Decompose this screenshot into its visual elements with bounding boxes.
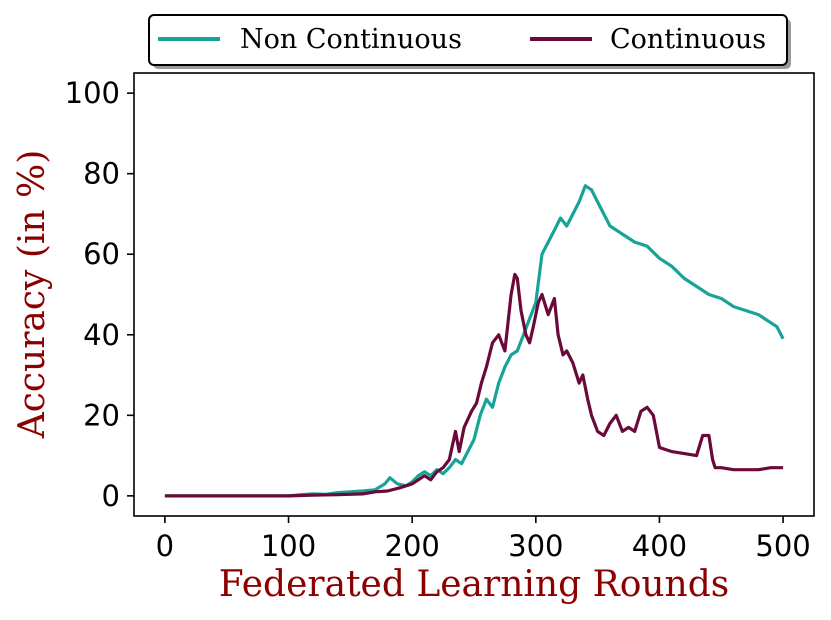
legend-label-non-continuous: Non Continuous	[240, 24, 462, 55]
x-tick-label: 400	[632, 529, 687, 563]
x-tick-label: 200	[385, 529, 440, 563]
x-tick-label: 500	[755, 529, 810, 563]
series-line-non-continuous	[164, 184, 785, 498]
y-tick-label: 0	[102, 479, 120, 513]
y-tick-label: 100	[65, 76, 120, 110]
y-tick-label: 80	[83, 157, 120, 191]
legend: Non Continuous Continuous	[148, 14, 791, 69]
series-line-continuous	[164, 272, 784, 498]
legend-label-continuous: Continuous	[610, 24, 766, 55]
legend-box	[148, 14, 788, 66]
y-axis-ticks: 0 20 40 60 80 100	[65, 76, 134, 513]
y-tick-label: 20	[83, 398, 120, 432]
x-tick-label: 100	[261, 529, 316, 563]
x-axis-label: Federated Learning Rounds	[219, 564, 730, 605]
x-tick-label: 300	[508, 529, 563, 563]
plot-area-frame	[133, 72, 815, 517]
x-axis-ticks: 0 100 200 300 400 500	[156, 516, 811, 563]
y-axis-label: Accuracy (in %)	[12, 150, 53, 440]
y-tick-label: 60	[83, 237, 120, 271]
x-tick-label: 0	[156, 529, 174, 563]
y-tick-label: 40	[83, 318, 120, 352]
